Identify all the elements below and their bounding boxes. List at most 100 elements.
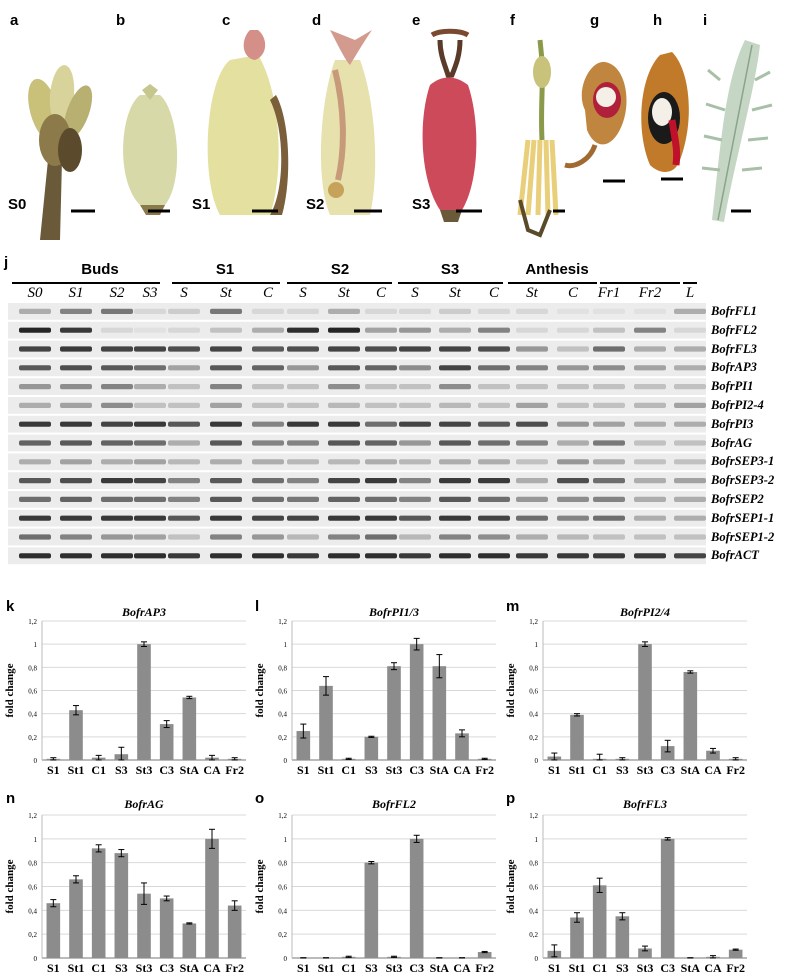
gel-band (634, 515, 666, 521)
gel-band (478, 327, 510, 333)
bar (137, 644, 151, 760)
gel-band (328, 440, 360, 446)
bar (364, 862, 379, 958)
gel-lane-label: Fr2 (638, 285, 662, 301)
gel-band (168, 346, 200, 352)
gel-gene-label: BofrPI1 (711, 379, 754, 394)
gel-band (210, 421, 242, 427)
bar (137, 893, 151, 958)
bar (638, 948, 652, 958)
x-tick-label: CA (704, 961, 722, 974)
gel-band (19, 534, 51, 540)
gel-band (287, 496, 319, 502)
gel-band (210, 346, 242, 352)
gel-band (60, 496, 92, 502)
gel-group-s3: S3 (440, 261, 460, 278)
panel-letter-o: o (255, 790, 265, 807)
gel-band (593, 478, 625, 484)
gel-band (168, 365, 200, 371)
gel-band (134, 384, 166, 390)
photo-letter-c: c (222, 12, 231, 29)
y-tick-label: 0,2 (529, 734, 538, 742)
x-tick-label: S3 (616, 763, 629, 777)
gel-gene-label: BofrSEP2 (711, 492, 764, 506)
y-tick-label: 0,8 (278, 664, 287, 672)
gel-band (287, 459, 319, 465)
gel-band (328, 384, 360, 390)
gel-band (674, 478, 706, 484)
gel-band (134, 440, 166, 446)
gel-band (210, 384, 242, 390)
gel-band (593, 365, 625, 371)
x-tick-label: S3 (115, 961, 128, 974)
gel-band (134, 327, 166, 333)
y-tick-label: 0 (284, 757, 288, 765)
x-tick-label: C1 (341, 763, 356, 777)
gel-band (557, 346, 589, 352)
x-tick-label: StA (430, 763, 450, 777)
gel-band (252, 308, 284, 314)
gel-band (328, 402, 360, 408)
bar (114, 853, 129, 958)
photo-letter-i: i (703, 12, 708, 29)
photo-letter-a: a (10, 12, 19, 29)
gel-band (365, 327, 397, 333)
gel-band (674, 440, 706, 446)
gel-band (557, 459, 589, 465)
x-tick-label: S1 (548, 961, 561, 974)
x-tick-label: StA (681, 763, 701, 777)
gel-band (101, 496, 133, 502)
x-tick-label: S1 (47, 763, 60, 777)
gel-band (399, 478, 431, 484)
gel-band (252, 327, 284, 333)
gel-band (210, 553, 242, 559)
gel-band (19, 384, 51, 390)
gel-band (634, 459, 666, 465)
stage-tag-s2: S2 (306, 196, 325, 213)
gel-band (60, 459, 92, 465)
y-tick-label: 1,2 (28, 812, 37, 820)
gel-band (252, 346, 284, 352)
gel-band (134, 553, 166, 559)
gel-group-lines (12, 282, 697, 284)
x-tick-label: S1 (548, 763, 561, 777)
x-tick-label: St3 (386, 961, 403, 974)
x-tick-label: StA (180, 961, 200, 974)
gel-band (439, 346, 471, 352)
gel-band (168, 421, 200, 427)
gel-gene-label: BofrPI3 (711, 416, 754, 431)
gel-band (19, 496, 51, 502)
bar (69, 879, 83, 958)
gel-band (557, 327, 589, 333)
gel-band (101, 365, 133, 371)
gel-lane-label: Fr1 (597, 285, 621, 301)
gel-band (134, 534, 166, 540)
x-tick-label: S1 (47, 961, 60, 974)
x-tick-label: S3 (115, 763, 128, 777)
gel-band (328, 365, 360, 371)
gel-gene-label: BofrFL2 (711, 322, 757, 337)
gel-band (101, 327, 133, 333)
y-tick-label: 0 (34, 955, 38, 963)
y-tick-label: 1,2 (529, 812, 538, 820)
x-tick-label: C1 (592, 763, 607, 777)
gel-lane-label: L (685, 285, 695, 301)
gel-band (134, 459, 166, 465)
bar (205, 838, 219, 958)
x-tick-label: C1 (91, 763, 106, 777)
y-tick-label: 0,8 (28, 860, 37, 868)
x-tick-label: CA (453, 763, 471, 777)
x-tick-label: C3 (409, 763, 424, 777)
gel-band (557, 365, 589, 371)
gel-band (439, 440, 471, 446)
gel-band (557, 553, 589, 559)
gel-band (101, 308, 133, 314)
gel-lane-label: S3 (142, 285, 158, 301)
gel-lane-label: S1 (68, 285, 84, 301)
x-tick-label: St1 (318, 961, 335, 974)
gel-band (252, 534, 284, 540)
y-tick-label: 0,4 (529, 711, 538, 719)
gel-band (557, 421, 589, 427)
gel-band (478, 308, 510, 314)
chart-title: BofrPI1/3 (368, 605, 419, 619)
